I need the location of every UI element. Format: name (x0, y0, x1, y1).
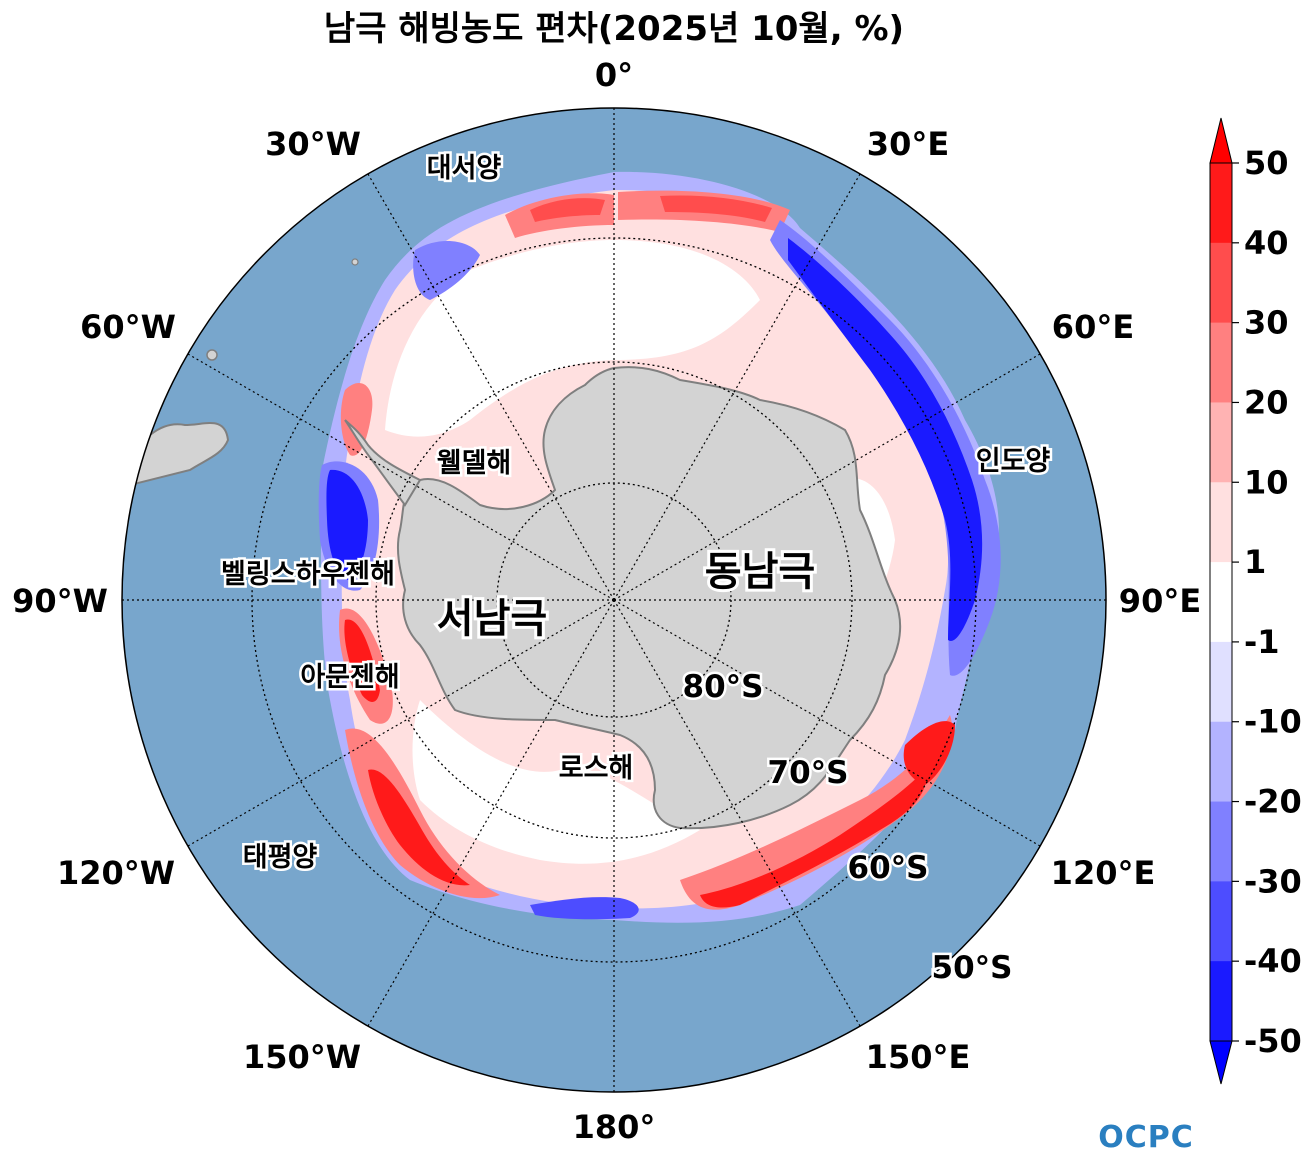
colorbar-tick-label: -20 (1244, 783, 1302, 821)
antarctic-continent (396, 366, 902, 830)
colorbar: 50 40 30 20 10 1 -1 -10 -20 -30 -40 -50 (1209, 117, 1302, 1085)
region-label-ross: 로스해 (559, 753, 634, 784)
colorbar-segments (1210, 163, 1232, 1042)
region-label-atlantic: 대서양 (427, 153, 502, 184)
colorbar-tick-label: 20 (1244, 383, 1289, 421)
anomaly-negative-atlantic-west (413, 240, 480, 300)
lon-label-30w: 30°W (265, 125, 361, 163)
colorbar-tick-label: -10 (1244, 703, 1302, 741)
colorbar-tick-label: -30 (1244, 862, 1302, 900)
region-label-bellingshausen: 벨링스하우젠해 (221, 559, 395, 590)
lon-label-60e: 60°E (1052, 308, 1134, 346)
lon-label-180: 180° (573, 1108, 656, 1146)
map-title: 남극 해빙농도 편차(2025년 10월, %) (324, 9, 904, 49)
colorbar-extend-max (1209, 117, 1233, 164)
colorbar-tick-label: -40 (1244, 942, 1302, 980)
colorbar-segment (1210, 242, 1232, 324)
anomaly-positive-atlantic (530, 198, 605, 222)
lon-label-150e: 150°E (866, 1038, 971, 1076)
region-label-west-antarctica: 서남극 (437, 596, 547, 642)
colorbar-segment (1210, 562, 1232, 643)
colorbar-frame (1209, 162, 1233, 1042)
anomaly-positive-east-atlantic (660, 195, 772, 222)
region-label-pacific: 태평양 (243, 842, 318, 873)
colorbar-segment (1210, 801, 1232, 882)
meridians (122, 108, 1106, 1092)
colorbar-segment (1210, 961, 1232, 1042)
colorbar-extend-min (1209, 1040, 1233, 1085)
lon-label-150w: 150°W (243, 1038, 361, 1076)
lon-label-0: 0° (595, 56, 633, 94)
lat-label-60s: 60°S (848, 850, 929, 886)
colorbar-segment (1210, 881, 1232, 962)
lon-label-90e: 90°E (1119, 582, 1201, 620)
anomaly-positive-weddell-west (340, 382, 373, 456)
colorbar-tick-label: 10 (1244, 463, 1289, 501)
region-label-east-antarctica: 동남극 (705, 549, 815, 595)
region-label-indian: 인도양 (976, 446, 1051, 477)
colorbar-ticks: 50 40 30 20 10 1 -1 -10 -20 -30 -40 -50 (1232, 144, 1302, 1060)
anomaly-negative-ross (530, 897, 639, 920)
anomaly-positive-pacific (345, 728, 500, 899)
map-boundary (121, 107, 1107, 1093)
colorbar-tick-label: -50 (1244, 1022, 1302, 1060)
ocpc-logo: OCPC (1098, 1120, 1194, 1155)
ice-field-near-zero (385, 240, 760, 437)
anomaly-negative-indian-ocean (788, 238, 983, 641)
colorbar-tick-label: 1 (1244, 543, 1266, 581)
colorbar-tick-label: 30 (1244, 304, 1289, 342)
lat-circle-70s (375, 361, 853, 839)
polar-map (122, 108, 1106, 1092)
anomaly-positive-pacific (368, 769, 470, 886)
colorbar-segment (1210, 322, 1232, 403)
region-label-weddell: 웰델해 (437, 448, 512, 479)
lon-label-60w: 60°W (80, 308, 176, 346)
antarctic-peninsula (344, 419, 422, 507)
lon-label-120w: 120°W (57, 854, 175, 892)
ice-field-near-zero (412, 700, 700, 864)
colorbar-segment (1210, 163, 1232, 244)
island (206, 349, 218, 361)
anomaly-negative-bellingshausen (326, 469, 368, 580)
island (351, 258, 359, 266)
colorbar-tick-label: 50 (1244, 144, 1289, 182)
region-label-amundsen: 아문젠해 (300, 662, 399, 693)
anomaly-positive-amundsen (344, 619, 380, 702)
lon-label-120e: 120°E (1051, 854, 1156, 892)
colorbar-segment (1210, 402, 1232, 483)
colorbar-segment (1210, 482, 1232, 563)
anomaly-positive-ross-east (903, 721, 955, 785)
colorbar-segment (1210, 641, 1232, 723)
lon-label-30e: 30°E (867, 125, 949, 163)
lat-label-70s: 70°S (768, 755, 849, 791)
anomaly-positive-ross-east (700, 770, 926, 908)
colorbar-tick-label: -1 (1244, 623, 1280, 661)
lon-label-90w: 90°W (12, 582, 108, 620)
lat-label-80s: 80°S (683, 669, 764, 705)
lat-label-50s: 50°S (932, 950, 1013, 986)
anomaly-positive-ross-east (680, 715, 953, 910)
colorbar-tick-label: 40 (1244, 224, 1289, 262)
colorbar-segment (1210, 721, 1232, 803)
